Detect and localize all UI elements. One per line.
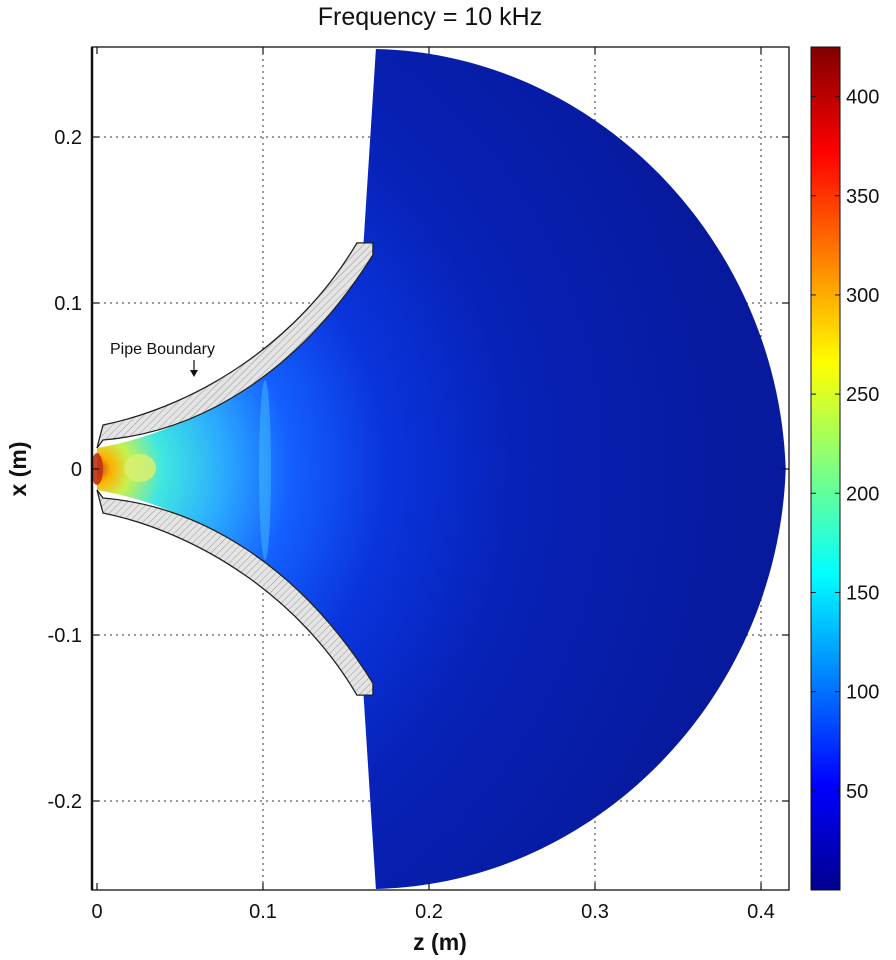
x-tick-label: 0 xyxy=(91,901,102,923)
colorbar-tick-label: 150 xyxy=(846,582,879,604)
y-axis-label: x (m) xyxy=(5,442,31,497)
pipe-wall-bottom xyxy=(96,489,374,696)
colorbar-ticks: 400 350 300 250 200 150 100 50 xyxy=(811,87,879,803)
colorbar xyxy=(810,46,841,891)
x-tick-label: 0.4 xyxy=(747,901,775,923)
pipe-wall-top xyxy=(96,242,374,449)
annotation-label: Pipe Boundary xyxy=(110,341,215,358)
y-tick-label: -0.1 xyxy=(48,625,82,647)
x-tick-label: 0.2 xyxy=(415,901,443,923)
y-tick-label: 0 xyxy=(71,459,82,481)
colorbar-tick-label: 50 xyxy=(846,781,868,803)
x-axis-ticks: 0 0.1 0.2 0.3 0.4 xyxy=(91,47,775,923)
y-tick-label: 0.2 xyxy=(54,127,82,149)
hotspot-band xyxy=(259,380,271,560)
annotation-arrowhead xyxy=(190,370,198,377)
x-tick-label: 0.3 xyxy=(581,901,609,923)
y-tick-label: -0.2 xyxy=(48,791,82,813)
colorbar-tick-label: 250 xyxy=(846,384,879,406)
acoustic-field-region xyxy=(97,49,786,889)
colorbar-tick-label: 100 xyxy=(846,682,879,704)
hotspot-near xyxy=(124,454,156,482)
x-tick-label: 0.1 xyxy=(249,901,277,923)
colorbar-tick-label: 300 xyxy=(846,285,879,307)
pipe-boundary-annotation: Pipe Boundary xyxy=(110,341,215,377)
colorbar-tick-label: 350 xyxy=(846,186,879,208)
y-tick-label: 0.1 xyxy=(54,293,82,315)
x-axis-label: z (m) xyxy=(413,929,467,955)
y-axis-ticks: 0.2 0.1 0 -0.1 -0.2 xyxy=(48,127,789,813)
colorbar-tick-label: 200 xyxy=(846,483,879,505)
chart-title: Frequency = 10 kHz xyxy=(318,3,542,31)
colorbar-tick-label: 400 xyxy=(846,87,879,109)
